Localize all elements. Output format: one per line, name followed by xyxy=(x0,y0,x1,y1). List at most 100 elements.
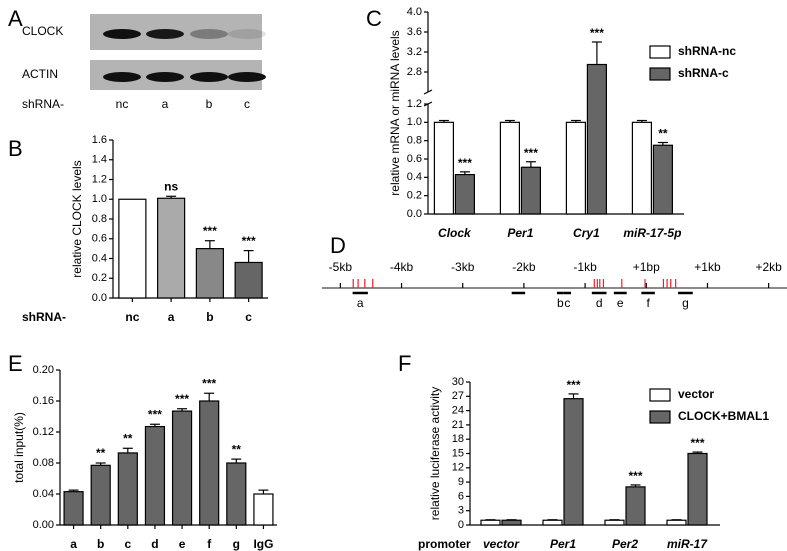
legend-swatch xyxy=(649,67,671,81)
significance: ** xyxy=(123,431,133,445)
y-tick-label: 1.2 xyxy=(92,173,107,185)
panel-letter: D xyxy=(330,233,346,258)
band xyxy=(103,29,141,39)
amplicon-label: f xyxy=(646,296,650,310)
bar xyxy=(454,173,475,215)
lane-label: c xyxy=(244,97,250,111)
y-tick-label: 1.4 xyxy=(92,154,107,166)
x-tick-label: +1kb xyxy=(694,260,721,274)
x-tick-label: Clock xyxy=(438,226,472,240)
significance: ** xyxy=(232,442,242,456)
y-tick-label: 24 xyxy=(452,405,464,417)
y-tick-label: 0.20 xyxy=(33,364,54,376)
bar xyxy=(625,486,646,526)
bar xyxy=(586,63,608,215)
legend-swatch xyxy=(649,388,671,402)
y-tick-label: 21 xyxy=(452,419,464,431)
x-tick-label: nc xyxy=(125,310,139,324)
x-tick-label: e xyxy=(179,537,186,551)
panel-letter: C xyxy=(366,6,382,31)
significance: *** xyxy=(590,26,604,40)
y-tick-label: 15 xyxy=(452,447,464,459)
bar xyxy=(199,400,220,526)
band xyxy=(228,72,266,82)
x-tick-label: miR-17-5p xyxy=(623,226,681,240)
y-tick-label: 0.12 xyxy=(33,426,54,438)
y-tick-label: 12 xyxy=(452,462,464,474)
y-tick-label: 0.6 xyxy=(92,233,107,245)
bar xyxy=(118,198,147,299)
x-tick-label: g xyxy=(233,537,240,551)
y-tick-label: 1.6 xyxy=(92,134,107,146)
x-axis-label: shRNA- xyxy=(22,310,66,324)
significance: ns xyxy=(164,179,178,193)
significance: *** xyxy=(628,469,642,483)
y-tick-label: 9 xyxy=(458,476,464,488)
significance: *** xyxy=(202,376,216,390)
legend-label: CLOCK+BMAL1 xyxy=(678,409,769,423)
bar xyxy=(499,121,520,215)
y-tick-label: 27 xyxy=(452,390,464,402)
amplicon-label: d xyxy=(596,296,603,310)
x-tick-label: f xyxy=(207,537,212,551)
x-tick-label: c xyxy=(124,537,131,551)
legend-label: vector xyxy=(678,387,714,401)
significance: *** xyxy=(242,234,256,248)
y-tick-label: 1.2 xyxy=(407,98,422,110)
bar xyxy=(117,452,138,526)
x-axis-label: shRNA- xyxy=(22,97,64,111)
panel-letter: E xyxy=(8,351,23,376)
bar xyxy=(433,121,454,215)
bar xyxy=(666,519,687,526)
y-tick-label: 0.00 xyxy=(33,519,54,531)
y-tick-label: 6 xyxy=(458,490,464,502)
amplicon-label: e xyxy=(617,296,624,310)
bar xyxy=(631,121,653,215)
legend-swatch xyxy=(649,45,671,59)
axis-break xyxy=(423,101,433,107)
y-tick-label: 0.0 xyxy=(407,208,422,220)
y-tick-label: 0.4 xyxy=(407,171,422,183)
y-axis-label: relative CLOCK levels xyxy=(70,160,84,277)
bar xyxy=(144,425,166,526)
y-tick-label: 0 xyxy=(458,519,464,531)
y-tick-label: 1.0 xyxy=(92,193,107,205)
legend-swatch xyxy=(649,410,671,424)
x-tick-label: a xyxy=(70,537,77,551)
x-tick-label: miR-17 xyxy=(667,537,708,551)
bar xyxy=(157,197,186,299)
lane-label: b xyxy=(206,97,213,111)
y-tick-label: 0.4 xyxy=(92,252,107,264)
y-tick-label: 18 xyxy=(452,433,464,445)
x-tick-label: Per2 xyxy=(612,537,638,551)
x-tick-label: b xyxy=(206,310,213,324)
bar xyxy=(652,144,674,215)
significance: *** xyxy=(524,146,538,160)
x-tick-label: Cry1 xyxy=(573,226,600,240)
band xyxy=(190,72,228,82)
x-tick-label: -1kb xyxy=(573,260,597,274)
y-tick-label: 0.16 xyxy=(33,395,54,407)
y-axis-label: relative mRNA or miRNA levels xyxy=(388,30,402,195)
x-tick-label: b xyxy=(97,537,104,551)
bar xyxy=(226,462,247,526)
panel-letter: F xyxy=(398,351,411,376)
y-tick-label: 0.0 xyxy=(92,292,107,304)
lane-label: a xyxy=(162,97,169,111)
y-tick-label: 2.8 xyxy=(407,66,422,78)
bar xyxy=(604,519,625,526)
y-tick-label: 3 xyxy=(458,505,464,517)
legend-label: shRNA-nc xyxy=(678,44,736,58)
x-tick-label: Per1 xyxy=(550,537,576,551)
band xyxy=(103,72,141,82)
x-tick-label: +1bp xyxy=(633,260,660,274)
axis-break xyxy=(423,89,433,95)
x-tick-label: vector xyxy=(483,537,520,551)
x-tick-label: -2kb xyxy=(512,260,536,274)
y-tick-label: 30 xyxy=(452,376,464,388)
y-tick-label: 3.2 xyxy=(407,46,422,58)
y-tick-label: 3.6 xyxy=(407,26,422,38)
bar xyxy=(90,464,111,526)
bar xyxy=(63,491,84,526)
